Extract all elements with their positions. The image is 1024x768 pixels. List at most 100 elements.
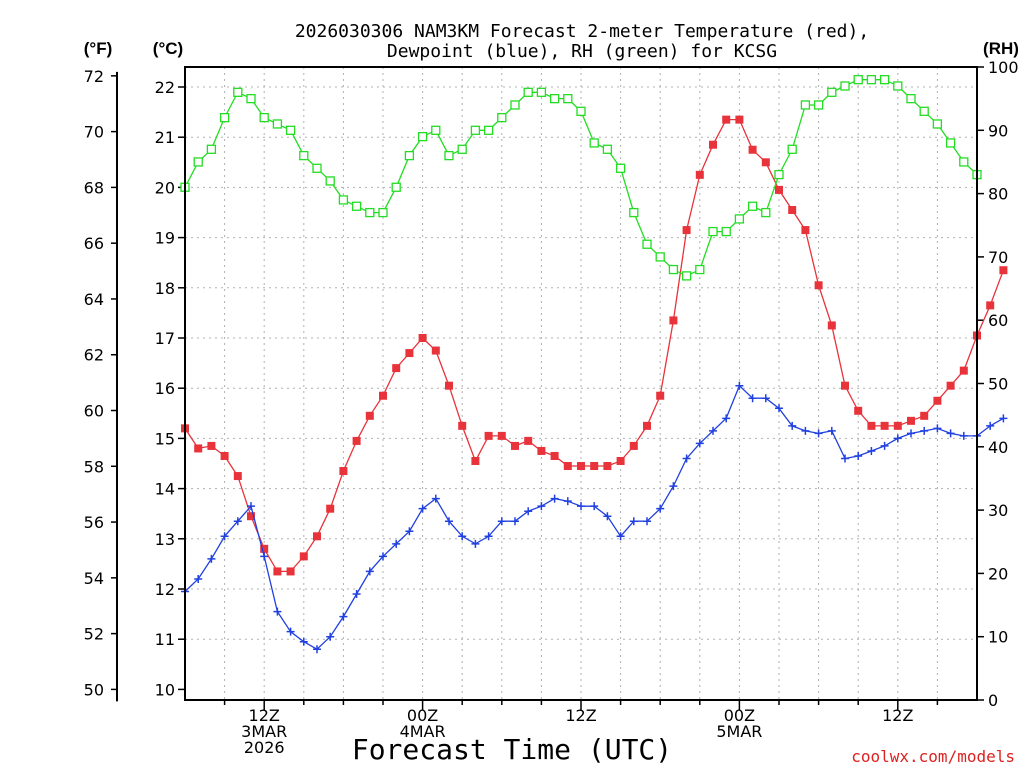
- celsius-tick-label: 13: [155, 530, 175, 549]
- rh-point: [932, 119, 943, 129]
- 2-meter-temperature-point: [471, 456, 480, 465]
- rh-point: [510, 100, 520, 110]
- dewpoint-point: [629, 517, 638, 526]
- 2-meter-temperature-point: [286, 567, 295, 576]
- fahrenheit-tick-label: 66: [84, 234, 104, 253]
- 2-meter-temperature-point: [761, 158, 770, 167]
- celsius-tick-label: 22: [155, 78, 175, 97]
- rh-tick-label: 0: [988, 691, 998, 710]
- rh-point: [312, 163, 322, 173]
- 2-meter-temperature-point: [418, 334, 427, 342]
- 2-meter-temperature-point: [999, 266, 1008, 275]
- 2-meter-temperature-point: [537, 446, 546, 455]
- rh-point: [827, 87, 837, 97]
- 2-meter-temperature-point: [986, 301, 995, 310]
- fahrenheit-tick-label: 60: [84, 402, 104, 421]
- celsius-tick-label: 18: [155, 279, 175, 298]
- x-tick-label: 00Z: [407, 706, 438, 725]
- rh-point: [708, 226, 718, 237]
- fahrenheit-tick-label: 64: [84, 290, 104, 309]
- rh-tick-label: 50: [988, 375, 1008, 394]
- 2-meter-temperature-point: [550, 451, 559, 460]
- 2-meter-temperature-point: [748, 145, 757, 154]
- dewpoint-point: [590, 502, 599, 511]
- rh-point: [233, 87, 243, 97]
- rh-point: [629, 207, 639, 218]
- celsius-tick-label: 20: [155, 178, 175, 197]
- rh-point: [642, 239, 652, 249]
- rh-point: [774, 169, 784, 180]
- 2-meter-temperature-point: [722, 115, 731, 124]
- dewpoint-point: [880, 441, 889, 450]
- rh-point: [483, 125, 494, 135]
- dewpoint-point: [709, 426, 717, 435]
- dewpoint-point: [933, 424, 942, 433]
- dewpoint-point: [247, 502, 255, 511]
- 2-meter-temperature-point: [946, 381, 955, 390]
- rh-point: [853, 75, 863, 85]
- 2-meter-temperature-point: [260, 544, 269, 553]
- rh-point: [365, 207, 375, 218]
- rh-tick-label: 40: [988, 438, 1008, 457]
- rh-point: [431, 125, 441, 135]
- fahrenheit-unit-label: (°F): [84, 39, 113, 58]
- 2-meter-temperature-point: [339, 467, 348, 476]
- rh-point: [470, 125, 481, 135]
- dewpoint-point: [722, 414, 731, 423]
- 2-meter-temperature-point: [854, 406, 863, 415]
- fahrenheit-tick-label: 54: [84, 569, 104, 588]
- dewpoint-point: [563, 497, 572, 506]
- dewpoint-point: [854, 451, 863, 460]
- rh-point: [655, 252, 665, 262]
- dewpoint-point: [484, 532, 493, 541]
- dewpoint-point: [445, 517, 453, 526]
- dewpoint-point: [299, 637, 308, 646]
- celsius-tick-label: 15: [155, 429, 175, 448]
- dewpoint-point: [920, 426, 929, 435]
- fahrenheit-tick-label: 72: [84, 67, 104, 86]
- fahrenheit-tick-label: 62: [84, 346, 104, 365]
- celsius-tick-label: 10: [155, 680, 175, 699]
- rh-point: [906, 94, 916, 104]
- 2-meter-temperature-point: [326, 504, 335, 513]
- celsius-unit-label: (°C): [153, 39, 183, 58]
- x-tick-label: 4MAR: [400, 722, 446, 741]
- rh-point: [866, 75, 877, 85]
- 2-meter-temperature-point: [392, 364, 401, 373]
- rh-point: [338, 195, 349, 205]
- dewpoint-point: [841, 454, 849, 463]
- 2-meter-temperature-point: [775, 185, 783, 194]
- 2-meter-temperature-point: [484, 431, 493, 440]
- plot-frame: [184, 66, 978, 701]
- dewpoint-point: [524, 507, 533, 516]
- dewpoint-point: [286, 627, 295, 636]
- 2-meter-temperature-point: [801, 226, 810, 235]
- rh-point: [549, 94, 560, 104]
- rh-point: [536, 87, 547, 97]
- rh-point: [919, 106, 929, 116]
- dewpoint-point: [352, 590, 361, 599]
- dewpoint-point: [986, 421, 995, 430]
- 2-meter-temperature-point: [682, 226, 691, 235]
- 2-meter-temperature-point: [511, 441, 519, 450]
- dewpoint-point: [643, 517, 651, 526]
- dewpoint-point: [946, 429, 955, 438]
- dewpoint-point: [405, 527, 414, 536]
- dewpoint-point: [537, 502, 546, 511]
- rh-tick-label: 90: [988, 121, 1008, 140]
- rh-tick-label: 10: [988, 628, 1008, 647]
- dewpoint-point: [431, 494, 440, 503]
- dewpoint-point: [550, 494, 559, 503]
- dewpoint-point: [577, 502, 585, 511]
- 2-meter-temperature-point: [814, 281, 823, 290]
- 2-meter-temperature-point: [194, 444, 203, 453]
- rh-point: [563, 94, 573, 104]
- 2-meter-temperature-point: [920, 411, 929, 420]
- rh-point: [444, 150, 454, 161]
- 2-meter-temperature-point: [273, 567, 282, 576]
- dewpoint-point: [392, 539, 401, 548]
- rh-point: [351, 201, 362, 211]
- dewpoint-point: [748, 394, 757, 403]
- dewpoint-point: [339, 612, 348, 621]
